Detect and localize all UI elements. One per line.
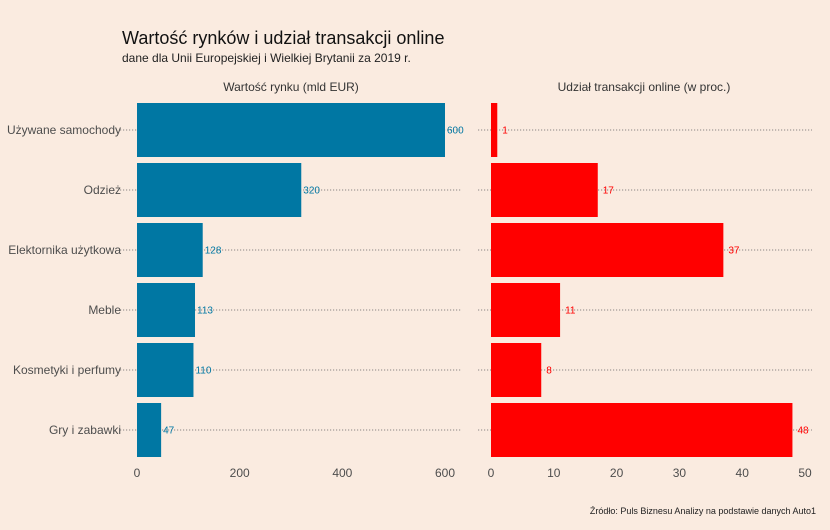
bar xyxy=(491,223,724,277)
x-tick-label: 40 xyxy=(736,466,750,480)
value-label: 17 xyxy=(603,186,615,197)
x-tick-label: 50 xyxy=(798,466,812,480)
bar xyxy=(491,163,598,217)
x-tick-label: 10 xyxy=(547,466,561,480)
value-label: 600 xyxy=(447,126,464,137)
chart-title: Wartość rynków i udział transakcji onlin… xyxy=(122,28,445,48)
value-label: 48 xyxy=(797,426,809,437)
value-label: 37 xyxy=(728,246,740,257)
x-tick-label: 30 xyxy=(673,466,687,480)
bar xyxy=(137,103,445,157)
panel-title-1: Wartość rynku (mld EUR) xyxy=(223,80,359,94)
category-label: Elektornika użytkowa xyxy=(8,243,121,257)
category-label: Gry i zabawki xyxy=(49,423,121,437)
category-label: Odzież xyxy=(84,183,121,197)
bar xyxy=(491,403,793,457)
chart-caption: Źródło: Puls Biznesu Analizy na podstawi… xyxy=(589,506,816,516)
value-label: 1 xyxy=(502,126,508,137)
panel-title-2: Udział transakcji online (w proc.) xyxy=(558,80,731,94)
bar xyxy=(137,163,302,217)
x-tick-label: 20 xyxy=(610,466,624,480)
x-tick-label: 600 xyxy=(435,466,455,480)
x-tick-label: 0 xyxy=(488,466,495,480)
value-label: 128 xyxy=(205,246,222,257)
bar xyxy=(491,343,542,397)
x-tick-label: 0 xyxy=(134,466,141,480)
bar xyxy=(491,283,561,337)
bar xyxy=(491,103,498,157)
x-tick-label: 200 xyxy=(230,466,250,480)
value-label: 110 xyxy=(195,366,211,377)
x-tick-label: 400 xyxy=(332,466,352,480)
bar xyxy=(137,403,162,457)
value-label: 11 xyxy=(565,306,576,317)
chart-subtitle: dane dla Unii Europejskiej i Wielkiej Br… xyxy=(122,51,411,65)
value-label: 47 xyxy=(163,426,175,437)
value-label: 320 xyxy=(303,186,320,197)
value-label: 113 xyxy=(197,306,213,317)
category-label: Meble xyxy=(88,303,121,317)
category-label: Kosmetyki i perfumy xyxy=(13,363,121,377)
category-label: Używane samochody xyxy=(7,123,121,137)
bar xyxy=(137,343,194,397)
bar xyxy=(137,283,196,337)
value-label: 8 xyxy=(546,366,552,377)
bar xyxy=(137,223,203,277)
